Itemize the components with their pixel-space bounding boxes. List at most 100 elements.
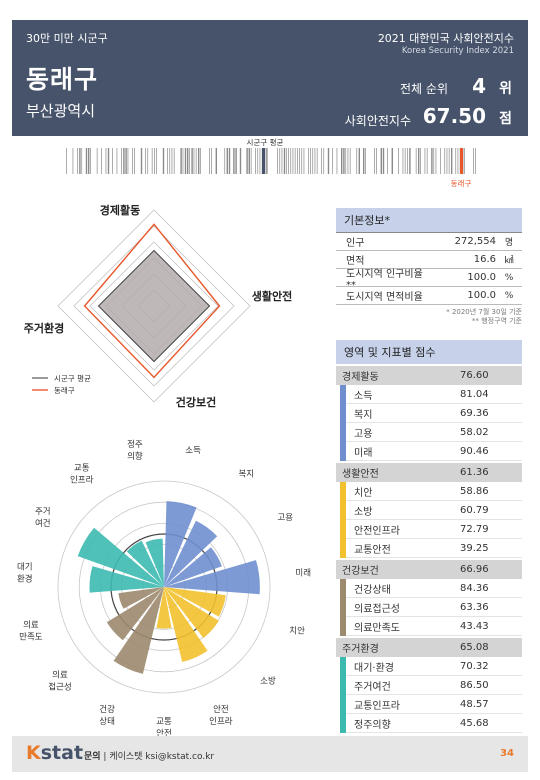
polar-bar-치안: [164, 587, 226, 617]
indicator-score: 58.02: [460, 426, 489, 438]
radar-grid-ring: [105, 257, 203, 355]
polar-grid-ring: [142, 565, 186, 609]
barcode-tick: [88, 148, 90, 174]
barcode-tick: [187, 148, 189, 174]
barcode-tick: [349, 148, 351, 174]
barcode-tick: [132, 148, 133, 174]
basic-info-note-2: ** 행정구역 기준: [471, 317, 522, 325]
indicator-score: 45.68: [460, 717, 489, 729]
polar-bar-고용: [164, 547, 222, 587]
barcode-tick: [255, 148, 256, 174]
indicator-row: 소득 81.04: [346, 385, 522, 404]
barcode-tick: [440, 148, 441, 174]
radar-axis-housing: 주거환경: [24, 321, 64, 335]
barcode-tick: [446, 148, 448, 174]
polar-grid-ring: [78, 501, 250, 673]
polar-label: 미래: [295, 568, 311, 578]
polar-bar-건강상태: [113, 587, 164, 674]
radar-axis-economy: 경제활동: [100, 203, 140, 217]
barcode-tick: [451, 148, 453, 174]
category-color-bar: [340, 657, 346, 733]
indicator-row: 의료접근성 63.36: [346, 598, 522, 617]
indicator-name: 소방: [354, 506, 373, 518]
province-name: 부산광역시: [26, 102, 96, 120]
indicator-score: 39.25: [460, 542, 489, 554]
radar-grid-ring: [57, 209, 251, 403]
indicator-name: 건강상태: [354, 584, 391, 596]
polar-grid-ring: [100, 523, 228, 652]
barcode-tick: [211, 148, 212, 174]
barcode-tick: [457, 148, 459, 174]
category-color-bar: [340, 579, 346, 636]
indicator-name: 의료접근성: [354, 603, 400, 615]
category-score: 61.36: [460, 467, 489, 478]
barcode-tick: [169, 148, 171, 174]
barcode-tick: [382, 148, 385, 174]
barcode-tick: [193, 148, 195, 174]
barcode-tick: [195, 148, 197, 174]
polar-label-line: 소득: [185, 446, 201, 456]
indicator-row: 고용 58.02: [346, 423, 522, 442]
indicator-score: 58.86: [460, 485, 489, 497]
barcode-tick: [407, 148, 408, 174]
polar-label: 교통 인프라: [70, 464, 94, 486]
polar-label-line: 정주: [127, 439, 143, 450]
barcode-tick: [121, 148, 122, 174]
polar-label-line: 만족도: [19, 632, 43, 642]
barcode-tick: [286, 148, 287, 174]
radar-grid-ring: [137, 289, 171, 323]
barcode-tick: [145, 148, 146, 174]
barcode-tick: [391, 148, 393, 174]
polar-grid-ring: [57, 480, 271, 694]
basic-unit: %: [504, 290, 514, 301]
radar-average-shape: [97, 249, 211, 363]
basic-info-row: 도시지역 면적비율 100.0 %: [336, 287, 522, 305]
barcode-tick: [167, 148, 168, 174]
polar-label-line: 여건: [35, 518, 51, 529]
indicator-row: 복지 69.36: [346, 404, 522, 423]
radar-grid-ring: [89, 241, 219, 371]
barcode-tick: [77, 148, 78, 174]
barcode-tick: [402, 148, 404, 174]
barcode-tick: [125, 148, 127, 174]
barcode-tick: [171, 148, 173, 174]
barcode-tick: [156, 148, 157, 174]
page-number: 34: [500, 748, 514, 759]
indicator-row: 의료만족도 43.43: [346, 617, 522, 636]
barcode-tick: [292, 148, 294, 174]
barcode-tick: [464, 148, 465, 174]
category-color-bar: [340, 385, 346, 461]
indicator-group-housing: 대기·환경 70.32 주거여건 86.50 교통인프라 48.57 정주의향 45.6…: [336, 657, 522, 733]
indicator-name: 대기·환경: [354, 662, 394, 674]
barcode-tick: [424, 148, 426, 174]
indicator-row: 건강상태 84.36: [346, 579, 522, 598]
barcode-tick: [66, 148, 67, 174]
polar-grid-ring: [121, 544, 207, 630]
barcode-tick: [224, 148, 226, 174]
polar-label-line: 미래: [295, 568, 311, 578]
barcode-tick: [134, 148, 135, 174]
barcode-tick: [283, 148, 286, 174]
indicator-score: 63.36: [460, 601, 489, 613]
polar-label: 소방: [260, 676, 276, 687]
indicator-group-safety: 치안 58.86 소방 60.79 안전인프라 72.79 교통안전 39.25: [336, 482, 522, 558]
polar-bar-복지: [164, 520, 218, 587]
report-subtitle: Korea Security Index 2021: [401, 46, 514, 56]
barcode-tick: [266, 148, 268, 174]
barcode-tick: [239, 148, 242, 174]
indicator-row: 안전인프라 72.79: [346, 520, 522, 539]
barcode-tick: [294, 148, 296, 174]
polar-label: 소득: [185, 446, 201, 456]
indicator-score: 43.43: [460, 620, 489, 632]
polar-label: 치안: [289, 625, 305, 636]
barcode-tick: [116, 148, 118, 174]
polar-label: 의료 접근성: [48, 670, 71, 693]
polar-label: 의료 만족도: [19, 619, 43, 642]
barcode-tick: [345, 148, 347, 174]
polar-label-line: 환경: [17, 573, 33, 584]
barcode-tick: [173, 148, 175, 174]
barcode-tick: [308, 148, 309, 174]
polar-bar-정주의향: [145, 538, 164, 587]
barcode-tick: [376, 148, 377, 174]
basic-label: 도시지역 인구비율**: [346, 268, 423, 291]
